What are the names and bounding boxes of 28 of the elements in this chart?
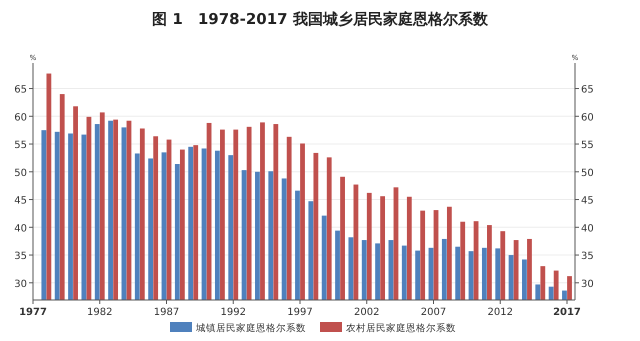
x-tick-label: 1997 bbox=[287, 307, 313, 318]
y-tick-label: 60 bbox=[14, 112, 27, 124]
x-tick-label: 2017 bbox=[553, 307, 581, 318]
y-tick-label: 45 bbox=[14, 196, 27, 207]
x-tick-label: 2012 bbox=[488, 307, 513, 318]
chart-title: 图 1 1978-2017 我国城乡居民家庭恩格尔系数 bbox=[152, 10, 489, 28]
legend-label: 农村居民家庭恩格尔系数 bbox=[346, 322, 456, 334]
y2-tick-label: 35 bbox=[581, 251, 594, 262]
legend-label: 城镇居民家庭恩格尔系数 bbox=[195, 322, 306, 334]
y-tick-label: 65 bbox=[14, 84, 27, 96]
y-tick-label: 40 bbox=[14, 223, 27, 234]
x-tick-label: 2002 bbox=[354, 307, 380, 318]
x-tick-label: 1982 bbox=[87, 307, 112, 318]
y2-tick-label: 40 bbox=[581, 223, 594, 234]
y2-tick-label: 65 bbox=[581, 84, 594, 96]
y2-tick-label: 30 bbox=[581, 278, 594, 290]
x-tick-label: 1992 bbox=[220, 307, 246, 318]
y-tick-label: 30 bbox=[14, 278, 27, 290]
y2-tick-label: 60 bbox=[581, 112, 594, 124]
y-tick-label: 50 bbox=[14, 168, 27, 179]
x-tick-label: 1977 bbox=[19, 307, 47, 318]
y2-tick-label: 50 bbox=[581, 168, 594, 179]
y-tick-label: 55 bbox=[14, 140, 27, 152]
x-tick-label: 1987 bbox=[154, 307, 180, 318]
y2-tick-label: 55 bbox=[581, 140, 594, 152]
y2-tick-label: 45 bbox=[581, 196, 594, 207]
y-tick-label: 35 bbox=[14, 251, 27, 262]
x-tick-label: 2007 bbox=[420, 307, 446, 318]
